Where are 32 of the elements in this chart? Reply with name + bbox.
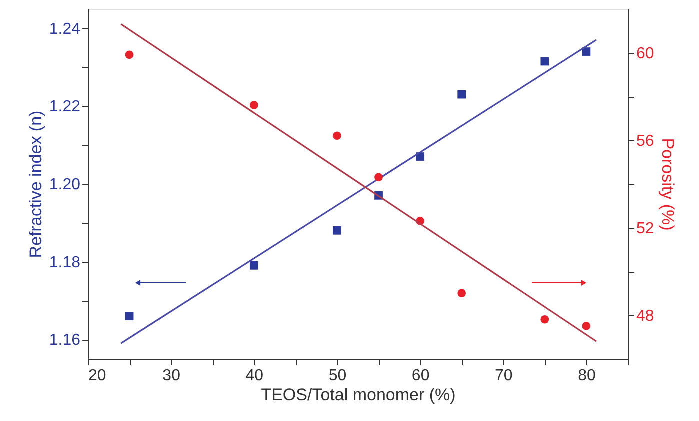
point [540, 57, 550, 66]
point [582, 322, 591, 330]
point [125, 312, 134, 320]
point [582, 48, 591, 56]
point [333, 226, 342, 235]
y2-tick-label: 52 [636, 220, 654, 238]
y-axis-title: Refractive index (n) [26, 110, 46, 258]
y2-axis-title: Porosity (%) [658, 138, 678, 231]
point [125, 50, 134, 60]
point [458, 90, 466, 99]
y-tick-label: 1.22 [49, 98, 81, 116]
point [333, 132, 342, 140]
x-tick-label: 60 [412, 368, 430, 384]
x-tick-label: 30 [162, 368, 181, 384]
y2-tick-label: 56 [636, 132, 654, 150]
y-tick-label: 1.24 [49, 20, 81, 38]
x-tick-label: 70 [494, 368, 513, 384]
point [250, 261, 258, 270]
x-tick-label: 40 [246, 368, 264, 384]
point [250, 101, 258, 110]
y-tick-label: 1.18 [49, 254, 81, 272]
x-axis-title: TEOS/Total monomer (%) [261, 386, 456, 404]
point [374, 173, 383, 182]
y2-tick-label: 48 [636, 308, 654, 325]
y-tick-label: 1.16 [49, 332, 81, 350]
x-tick-label: 80 [578, 368, 596, 384]
point [458, 289, 466, 298]
x-tick-label: 20 [88, 368, 106, 384]
y-tick-label: 1.20 [49, 176, 81, 194]
x-tick-label: 50 [328, 368, 347, 384]
point [540, 315, 550, 324]
y2-tick-label: 60 [636, 45, 654, 62]
